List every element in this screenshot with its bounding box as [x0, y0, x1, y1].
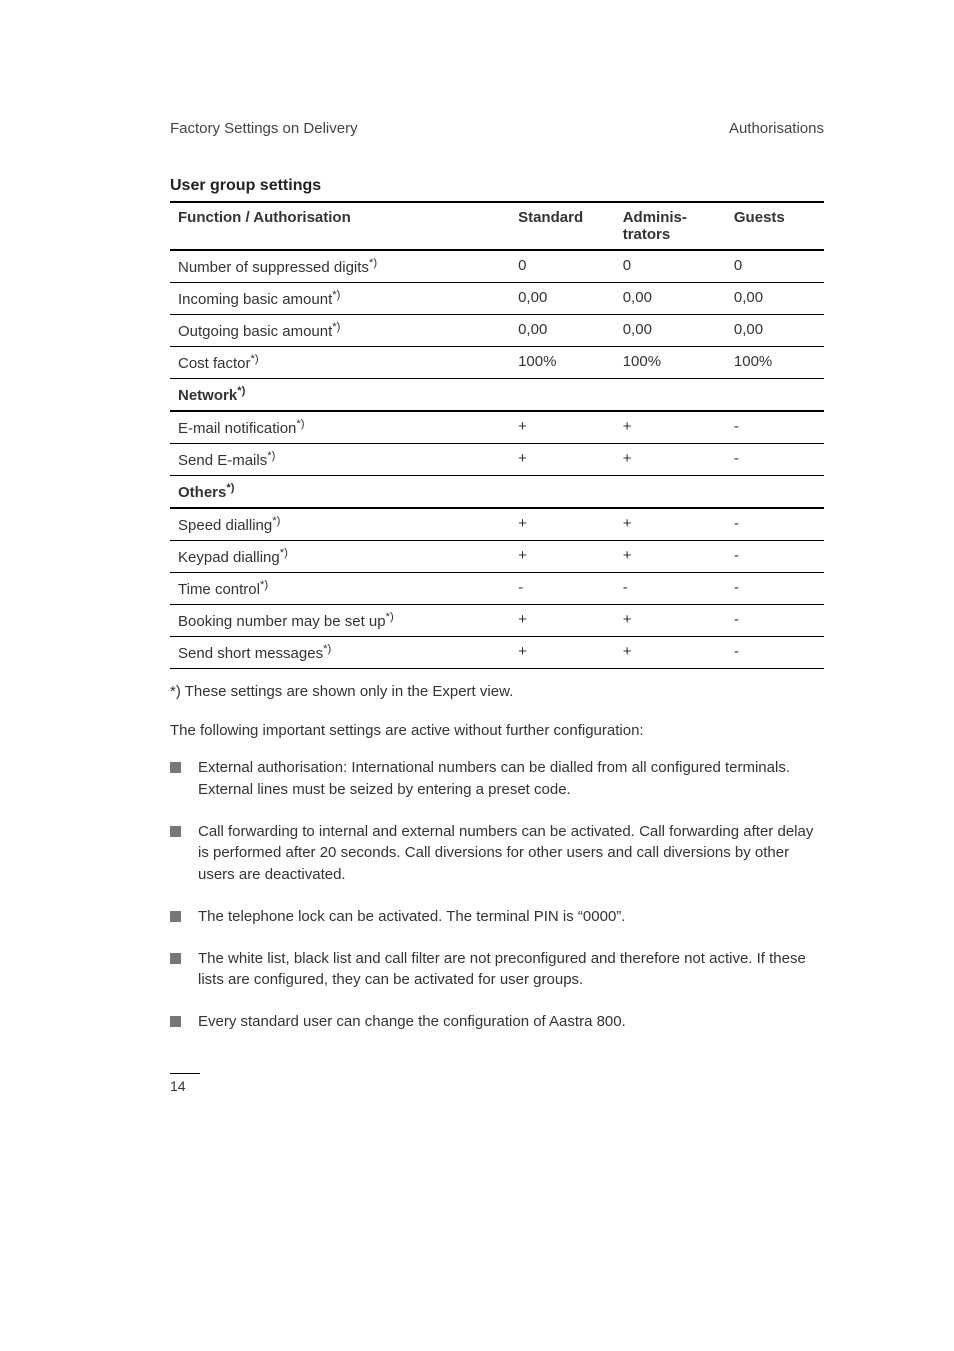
list-item: The white list, black list and call filt…: [170, 948, 824, 992]
page-header: Factory Settings on Delivery Authorisati…: [170, 120, 824, 137]
intro-text: The following important settings are act…: [170, 722, 824, 739]
cell-std: 0: [510, 250, 615, 283]
table-row: Outgoing basic amount*)0,000,000,00: [170, 315, 824, 347]
cell-gst: 0: [726, 250, 824, 283]
cell-adm: -: [615, 573, 726, 605]
cell-function: Cost factor*): [170, 347, 510, 379]
cell-gst: -: [726, 605, 824, 637]
table-row: Cost factor*)100%100%100%: [170, 347, 824, 379]
cell-gst: 0,00: [726, 315, 824, 347]
table-row: Number of suppressed digits*)000: [170, 250, 824, 283]
cell-gst: -: [726, 573, 824, 605]
cell-std: +: [510, 605, 615, 637]
cell-adm: +: [615, 541, 726, 573]
settings-table: Function / Authorisation Standard Admini…: [170, 201, 824, 669]
cell-gst: -: [726, 637, 824, 669]
cell-adm: 100%: [615, 347, 726, 379]
table-header-row: Function / Authorisation Standard Admini…: [170, 202, 824, 250]
cell-gst: 0,00: [726, 283, 824, 315]
cell-adm: +: [615, 637, 726, 669]
cell-std: 0,00: [510, 283, 615, 315]
list-item: Every standard user can change the confi…: [170, 1011, 824, 1033]
cell-adm: +: [615, 605, 726, 637]
table-row: Time control*)---: [170, 573, 824, 605]
cell-function: Booking number may be set up*): [170, 605, 510, 637]
cell-gst: 100%: [726, 347, 824, 379]
cell-function: Keypad dialling*): [170, 541, 510, 573]
cell-adm: 0: [615, 250, 726, 283]
table-body: Number of suppressed digits*)000Incoming…: [170, 250, 824, 669]
cell-std: +: [510, 411, 615, 444]
cell-std: +: [510, 508, 615, 541]
table-row: Incoming basic amount*)0,000,000,00: [170, 283, 824, 315]
cell-std: +: [510, 637, 615, 669]
table-row: Send short messages*)++-: [170, 637, 824, 669]
header-right: Authorisations: [729, 120, 824, 137]
cell-gst: -: [726, 508, 824, 541]
table-row: Speed dialling*)++-: [170, 508, 824, 541]
col-standard: Standard: [510, 202, 615, 250]
cell-adm: 0,00: [615, 315, 726, 347]
table-row: Keypad dialling*)++-: [170, 541, 824, 573]
section-title: User group settings: [170, 177, 824, 195]
table-row: Send E-mails*)++-: [170, 444, 824, 476]
cell-gst: -: [726, 541, 824, 573]
group-label: Network*): [170, 379, 824, 412]
cell-std: +: [510, 444, 615, 476]
cell-function: Time control*): [170, 573, 510, 605]
cell-function: Speed dialling*): [170, 508, 510, 541]
cell-std: +: [510, 541, 615, 573]
col-administrators: Adminis-trators: [615, 202, 726, 250]
cell-adm: 0,00: [615, 283, 726, 315]
cell-std: 0,00: [510, 315, 615, 347]
cell-std: 100%: [510, 347, 615, 379]
cell-function: Number of suppressed digits*): [170, 250, 510, 283]
cell-function: Send E-mails*): [170, 444, 510, 476]
group-label: Others*): [170, 476, 824, 509]
list-item: The telephone lock can be activated. The…: [170, 906, 824, 928]
table-group-row: Network*): [170, 379, 824, 412]
cell-function: Incoming basic amount*): [170, 283, 510, 315]
cell-gst: -: [726, 411, 824, 444]
col-guests: Guests: [726, 202, 824, 250]
cell-function: E-mail notification*): [170, 411, 510, 444]
cell-adm: +: [615, 508, 726, 541]
cell-adm: +: [615, 444, 726, 476]
footnote-text: *) These settings are shown only in the …: [170, 683, 824, 700]
list-item: Call forwarding to internal and external…: [170, 821, 824, 886]
table-row: Booking number may be set up*)++-: [170, 605, 824, 637]
list-item: External authorisation: International nu…: [170, 757, 824, 801]
col-function: Function / Authorisation: [170, 202, 510, 250]
cell-gst: -: [726, 444, 824, 476]
table-row: E-mail notification*)++-: [170, 411, 824, 444]
page-number: 14: [170, 1073, 200, 1094]
cell-function: Send short messages*): [170, 637, 510, 669]
cell-function: Outgoing basic amount*): [170, 315, 510, 347]
cell-std: -: [510, 573, 615, 605]
header-left: Factory Settings on Delivery: [170, 120, 358, 137]
cell-adm: +: [615, 411, 726, 444]
bullet-list: External authorisation: International nu…: [170, 757, 824, 1033]
table-group-row: Others*): [170, 476, 824, 509]
page-root: Factory Settings on Delivery Authorisati…: [0, 0, 954, 1154]
